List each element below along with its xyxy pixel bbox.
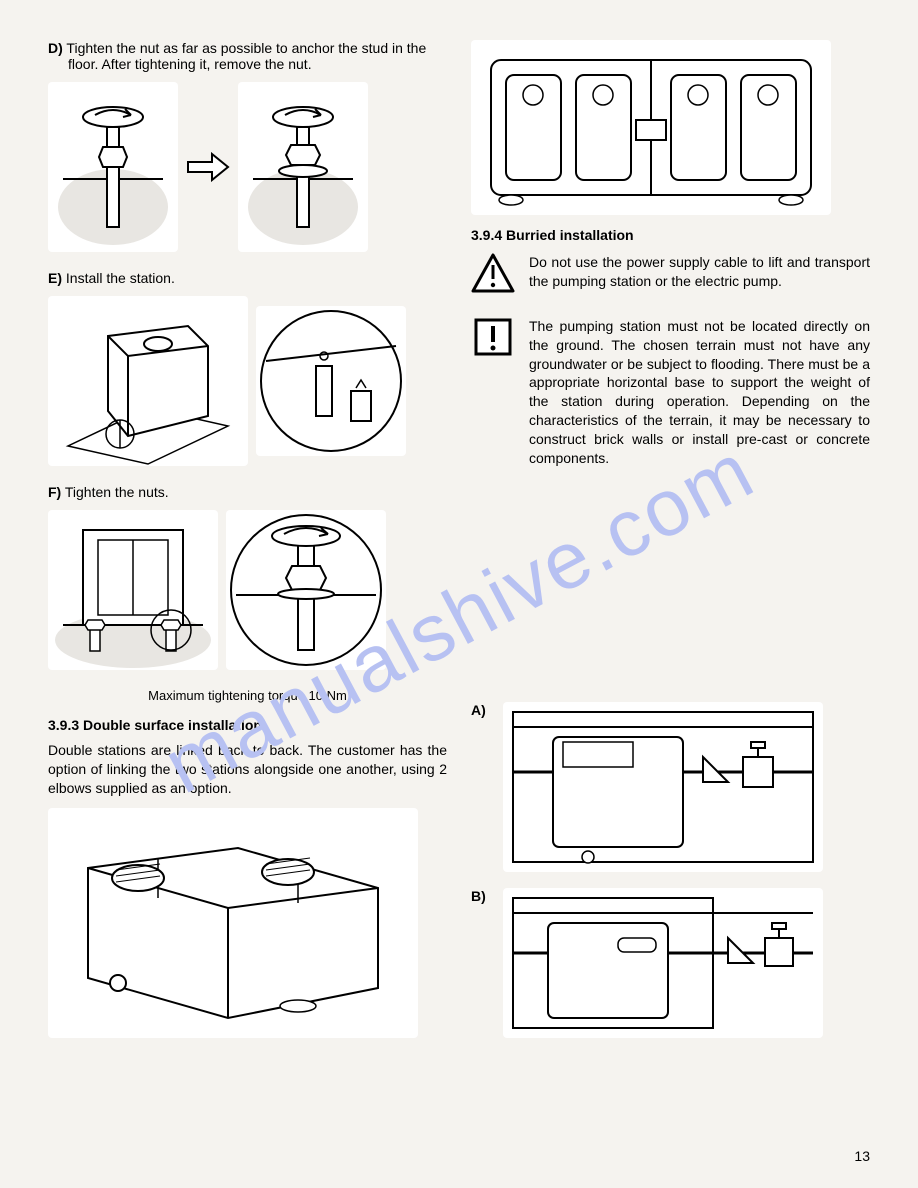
warning-1-text: Do not use the power supply cable to lif… (529, 253, 870, 291)
figure-nut-before (48, 82, 178, 252)
figure-linked-top (471, 40, 831, 215)
warning-triangle-icon (471, 251, 515, 295)
step-e-label: E) (48, 270, 62, 286)
step-f: F) Tighten the nuts. (48, 484, 447, 500)
step-f-text: Tighten the nuts. (65, 484, 169, 500)
figure-tighten-front (48, 510, 218, 670)
warning-2-text: The pumping station must not be located … (529, 317, 870, 468)
section-394-heading: 3.9.4 Burried installation (471, 227, 870, 243)
caution-square-icon (471, 315, 515, 359)
torque-note: Maximum tightening torque 10 Nm (48, 688, 447, 703)
figure-buried-a (503, 702, 823, 872)
step-d-text: Tighten the nut as far as possible to an… (66, 40, 426, 72)
step-d-label: D) (48, 40, 63, 56)
figure-buried-b (503, 888, 823, 1038)
buried-a-row: A) (471, 702, 870, 872)
step-f-label: F) (48, 484, 61, 500)
figure-station-install (48, 296, 248, 466)
warning-row-1: Do not use the power supply cable to lif… (471, 251, 870, 301)
step-e-figures (48, 296, 447, 466)
figure-tighten-detail (226, 510, 386, 670)
double-surface-text: Double stations are linked back to back.… (48, 741, 447, 798)
right-column: 3.9.4 Burried installation Do not use th… (471, 40, 870, 1054)
step-d: D) Tighten the nut as far as possible to… (48, 40, 447, 72)
label-a: A) (471, 702, 493, 718)
page-number: 13 (854, 1148, 870, 1164)
step-e-text: Install the station. (66, 270, 175, 286)
figure-nut-after (238, 82, 368, 252)
arrow-icon (186, 152, 230, 182)
label-b: B) (471, 888, 493, 904)
step-e: E) Install the station. (48, 270, 447, 286)
buried-b-row: B) (471, 888, 870, 1038)
step-d-figures (48, 82, 447, 252)
figure-station-detail (256, 306, 406, 456)
left-column: D) Tighten the nut as far as possible to… (48, 40, 447, 1054)
warning-row-2: The pumping station must not be located … (471, 315, 870, 478)
two-column-layout: D) Tighten the nut as far as possible to… (48, 40, 870, 1054)
manual-page: manualshive.com D) Tighten the nut as fa… (0, 0, 918, 1188)
step-f-figures (48, 510, 447, 670)
section-393-heading: 3.9.3 Double surface installation (48, 717, 447, 733)
figure-double-station (48, 808, 418, 1038)
